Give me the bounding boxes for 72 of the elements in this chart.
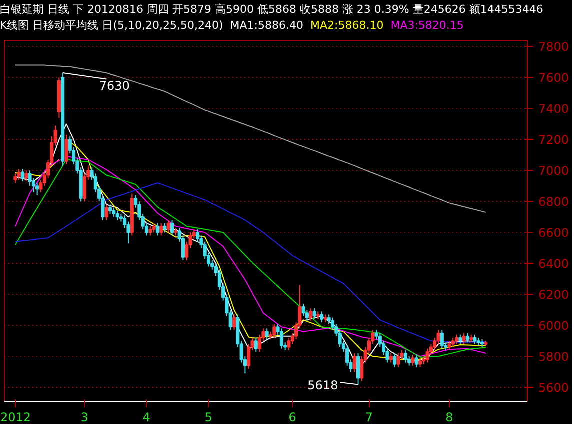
y-tick-label: 7600 — [538, 71, 570, 86]
y-tick-label: 7800 — [538, 40, 570, 54]
candlestick — [108, 204, 112, 215]
candlestick — [352, 352, 356, 373]
y-tick-label: 6200 — [538, 288, 570, 302]
x-tick-label: 7 — [365, 410, 374, 424]
candlestick — [156, 222, 160, 236]
candlestick — [116, 210, 120, 221]
y-tick-label: 7000 — [538, 164, 570, 178]
annotation: 5618 — [308, 378, 338, 392]
candlestick — [280, 328, 284, 350]
candlestick — [451, 337, 455, 348]
candlestick — [166, 220, 170, 234]
candlestick — [396, 352, 400, 368]
candlestick — [356, 352, 360, 386]
y-tick-label: 6600 — [538, 226, 570, 240]
x-tick-label: 3 — [80, 410, 89, 424]
candlestick — [462, 332, 466, 345]
candlestick — [458, 334, 462, 345]
candlestick — [17, 168, 21, 180]
x-tick-label: 2012 — [0, 410, 32, 424]
candlestick — [411, 354, 415, 366]
candlestick — [20, 168, 25, 182]
y-tick-label: 6800 — [538, 195, 570, 210]
candlestick — [24, 170, 28, 182]
candlestick — [320, 311, 324, 323]
candlestick — [104, 204, 108, 221]
candlestick — [454, 334, 459, 345]
candlestick — [466, 332, 470, 344]
x-tick-label: 5 — [204, 410, 213, 424]
candlestick — [414, 354, 418, 368]
candlestick — [272, 324, 276, 338]
text: MA1:5886.40 — [230, 19, 304, 32]
candlestick — [418, 358, 422, 368]
candlestick — [404, 350, 408, 364]
y-tick-label: 6400 — [538, 257, 570, 272]
y-tick-label: 5600 — [538, 381, 570, 396]
candlestick — [389, 352, 393, 364]
y-tick-label: 5800 — [538, 350, 570, 364]
y-tick-label: 6000 — [538, 319, 570, 334]
text: MA2:5868.10 — [310, 19, 384, 32]
candlestick — [254, 337, 258, 352]
candlestick — [232, 314, 236, 331]
candlestick — [426, 348, 430, 364]
x-tick-label: 6 — [288, 410, 296, 424]
text: MA3:5820.15 — [390, 19, 464, 32]
candlestick — [448, 340, 452, 351]
chart-subtitle: K线图 日移动平均线 日(5,10,20,25,50,240) — [0, 19, 224, 32]
candlestick — [265, 328, 269, 340]
candlestick — [152, 222, 156, 234]
candlestick — [64, 134, 68, 165]
x-tick-label: 4 — [142, 410, 151, 424]
line-series — [14, 64, 486, 213]
candlestick — [160, 222, 164, 236]
candlestick — [14, 173, 18, 184]
candlestick — [312, 308, 316, 320]
candlestick — [112, 207, 116, 218]
candlestick — [473, 334, 477, 345]
candlestick — [148, 226, 152, 236]
candlestick — [440, 330, 444, 350]
candlestick — [170, 220, 174, 236]
y-tick-label: 7400 — [538, 102, 570, 116]
candlestick — [309, 308, 313, 322]
candlestick — [36, 182, 40, 196]
candlestick — [163, 222, 167, 234]
chart-title: 白银延期 日线 下 20120816 周四 开5879 高5900 低5868 收5888 涨 23 0.39% 量245626 额144553446 — [0, 2, 544, 18]
y-tick-label: 7200 — [538, 133, 570, 148]
candlestick — [287, 337, 291, 351]
candlestick — [392, 352, 397, 368]
annotation: 7630 — [99, 78, 130, 93]
x-tick-label: 8 — [446, 410, 454, 424]
candlestick — [302, 303, 306, 317]
